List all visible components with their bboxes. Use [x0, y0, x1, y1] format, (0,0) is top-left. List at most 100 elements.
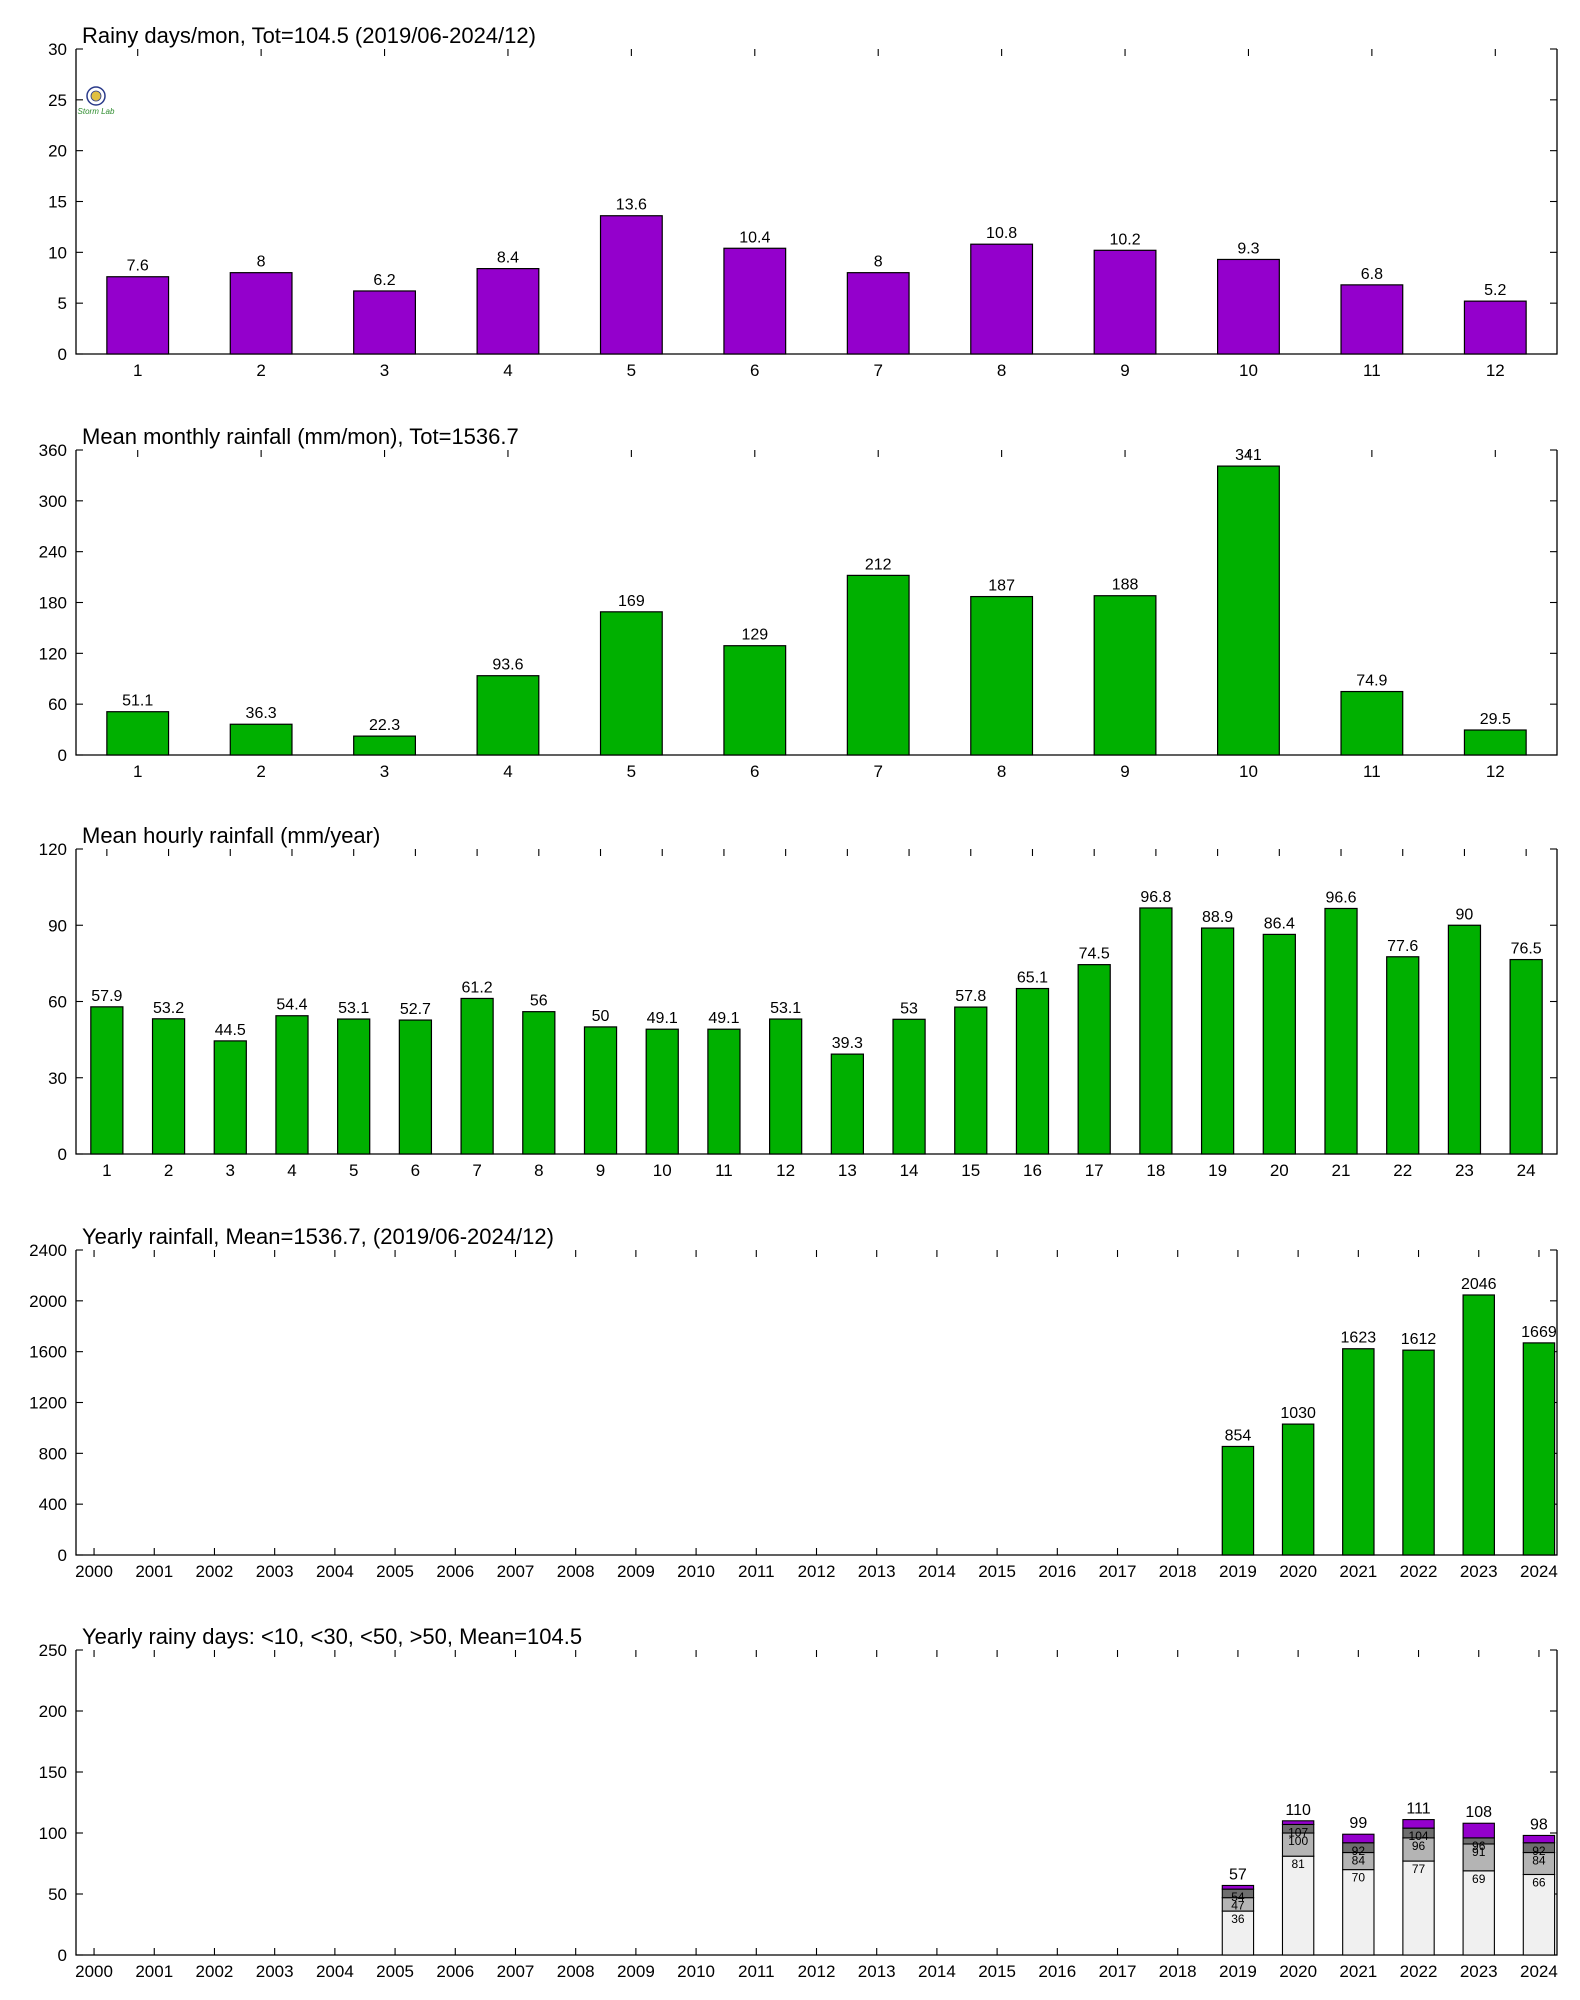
- y-tick-label: 400: [39, 1495, 67, 1514]
- y-tick-label: 250: [39, 1641, 67, 1660]
- x-tick-label: 2017: [1099, 1562, 1137, 1581]
- y-tick-label: 360: [39, 441, 67, 460]
- bar: [1342, 1348, 1375, 1556]
- bar: [1281, 1423, 1315, 1556]
- x-tick-label: 2016: [1038, 1562, 1076, 1581]
- x-tick-label: 23: [1455, 1161, 1474, 1180]
- x-tick-label: 2008: [557, 1962, 595, 1981]
- x-tick-label: 24: [1517, 1161, 1536, 1180]
- bar-value-label: 188: [1112, 577, 1139, 594]
- bar: [106, 276, 170, 355]
- stack-segment-label: 107: [1288, 1825, 1308, 1839]
- y-tick-label: 1600: [29, 1343, 67, 1362]
- x-tick-label: 15: [961, 1161, 980, 1180]
- y-tick-label: 20: [48, 142, 67, 161]
- bar-value-label: 9.3: [1237, 240, 1259, 257]
- stack-segment-label: 36: [1231, 1912, 1245, 1926]
- x-tick-label: 16: [1023, 1161, 1042, 1180]
- x-tick-label: 2011: [738, 1962, 775, 1981]
- x-tick-label: 2006: [436, 1962, 474, 1981]
- bar-value-label: 90: [1456, 906, 1474, 923]
- x-tick-label: 2019: [1219, 1962, 1257, 1981]
- y-tick-label: 60: [48, 993, 67, 1012]
- x-tick-label: 4: [287, 1161, 296, 1180]
- stack-segment: [1462, 1822, 1495, 1839]
- stack-segment-label: 92: [1532, 1844, 1546, 1858]
- bar-value-label: 29.5: [1480, 711, 1511, 728]
- x-tick-label: 2003: [256, 1962, 294, 1981]
- x-tick-label: 2007: [497, 1562, 535, 1581]
- plot-frame: [75, 49, 1558, 355]
- bar: [954, 1006, 988, 1155]
- x-tick-label: 2020: [1279, 1962, 1317, 1981]
- x-tick-label: 9: [1120, 361, 1129, 380]
- bar: [1463, 300, 1527, 355]
- x-tick-label: 2: [164, 1161, 173, 1180]
- x-tick-label: 3: [226, 1161, 235, 1180]
- y-tick-label: 30: [48, 40, 67, 59]
- y-tick-label: 100: [39, 1824, 67, 1843]
- bar: [337, 1018, 371, 1155]
- x-tick-label: 2015: [978, 1962, 1016, 1981]
- bar: [1447, 924, 1482, 1155]
- x-tick-label: 2018: [1159, 1962, 1197, 1981]
- plot-frame: [75, 1650, 1558, 1956]
- bar: [1217, 258, 1280, 355]
- bar: [476, 268, 540, 355]
- stack-total-label: 108: [1465, 1804, 1492, 1821]
- stack-segment-label: 84: [1532, 1854, 1546, 1868]
- bar: [106, 711, 170, 756]
- x-tick-label: 1: [133, 762, 142, 781]
- x-tick-label: 2002: [196, 1962, 234, 1981]
- y-tick-label: 0: [58, 746, 67, 765]
- bar-value-label: 53: [900, 1000, 918, 1017]
- x-tick-label: 20: [1270, 1161, 1289, 1180]
- yearly-rainy-days-stacked-chart: Yearly rainy days: <10, <30, <50, >50, M…: [39, 1624, 1558, 1981]
- stack-segment: [1402, 1860, 1435, 1956]
- x-tick-label: 9: [596, 1161, 605, 1180]
- bar-value-label: 53.1: [770, 1000, 801, 1017]
- y-tick-label: 120: [39, 644, 67, 663]
- stack-segment: [1221, 1884, 1255, 1890]
- chart-title: Mean hourly rainfall (mm/year): [82, 823, 380, 848]
- x-tick-label: 3: [380, 762, 389, 781]
- x-tick-label: 2001: [135, 1962, 173, 1981]
- bar: [599, 611, 663, 756]
- bar: [229, 723, 293, 756]
- bar-value-label: 8: [257, 254, 266, 271]
- plot-frame: [75, 450, 1558, 756]
- bar-value-label: 7.6: [127, 258, 149, 275]
- bar-value-label: 93.6: [492, 657, 523, 674]
- stack-segment-label: 100: [1288, 1834, 1308, 1848]
- stack-segment-label: 77: [1412, 1862, 1426, 1876]
- bar: [1340, 690, 1404, 756]
- x-tick-label: 2018: [1159, 1562, 1197, 1581]
- bar-value-label: 74.5: [1079, 946, 1110, 963]
- x-tick-label: 2009: [617, 1962, 655, 1981]
- logo-text: Storm Lab: [78, 107, 115, 116]
- bar-value-label: 74.9: [1356, 673, 1387, 690]
- x-tick-label: 7: [472, 1161, 481, 1180]
- bar: [1200, 927, 1235, 1155]
- bar-value-label: 212: [865, 556, 892, 573]
- plot-frame: [75, 1250, 1558, 1556]
- x-tick-label: 9: [1120, 762, 1129, 781]
- bar-value-label: 13.6: [616, 197, 647, 214]
- x-tick-label: 8: [997, 361, 1006, 380]
- x-tick-label: 2005: [376, 1562, 414, 1581]
- bar: [1139, 907, 1173, 1155]
- bar-value-label: 39.3: [832, 1035, 863, 1052]
- y-tick-label: 10: [48, 243, 67, 262]
- bar: [846, 272, 910, 355]
- bar: [970, 243, 1034, 355]
- bar-value-label: 96.6: [1325, 889, 1356, 906]
- stack-segment: [1281, 1820, 1315, 1826]
- bar: [830, 1053, 864, 1155]
- y-tick-label: 0: [58, 1145, 67, 1164]
- x-tick-label: 2015: [978, 1562, 1016, 1581]
- bar: [275, 1015, 309, 1155]
- x-tick-label: 2017: [1099, 1962, 1137, 1981]
- bar: [1093, 249, 1157, 355]
- bar-value-label: 53.1: [338, 1000, 369, 1017]
- bar: [769, 1018, 803, 1155]
